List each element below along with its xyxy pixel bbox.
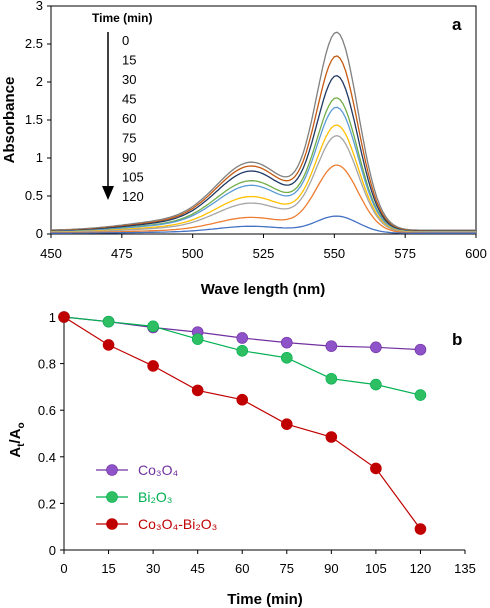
chart-b-ticks: 0 15 30 45 60 75 90 105 120 135 0 0.2 0.4 0.6 0.8 1 [38, 310, 476, 576]
chart-a-y-tick-label: 2 [36, 74, 43, 89]
chart-b-x-tick-label: 75 [280, 561, 294, 576]
chart-b-legend-swatch-marker [106, 518, 118, 530]
chart-a-y-tick-label: 1.5 [25, 112, 43, 127]
chart-b-series [58, 311, 427, 535]
chart-b-legend-label: Co₃O₄-Bi₂O₃ [138, 516, 217, 532]
chart-a-legend-entry: 15 [122, 53, 136, 68]
chart-b: 0 15 30 45 60 75 90 105 120 135 0 0.2 0.4 0.6 0.8 1 b C… [7, 310, 476, 608]
chart-a-x-axis-label: Wave length (nm) [201, 281, 325, 298]
chart-a-x-tick-label: 550 [323, 246, 345, 261]
chart-b-data-point-series-3 [147, 360, 159, 372]
chart-b-y-tick-label: 1 [49, 310, 56, 325]
chart-a-series-line-0 [51, 31, 476, 231]
chart-b-x-tick-label: 90 [324, 561, 338, 576]
chart-a-legend-entry: 45 [122, 92, 136, 107]
chart-b-data-point-series-3 [325, 431, 338, 443]
chart-b-legend: Co₃O₄ Bi₂O₃ Co₃O₄-Bi₂O₃ [96, 462, 217, 532]
chart-a-series-line-30 [50, 75, 476, 232]
chart-a-y-tick-label: 3 [36, 0, 43, 13]
chart-a-legend: 0 15 30 45 60 75 90 105 120 [122, 33, 144, 204]
chart-b-data-point-series-3 [370, 462, 382, 475]
chart-b-data-point-series-2 [280, 351, 293, 364]
chart-a-legend-entry: 0 [122, 33, 129, 48]
chart-b-legend-label: Bi₂O₃ [138, 489, 172, 505]
chart-b-y-tick-label: 0.6 [38, 403, 56, 418]
chart-b-data-point-series-1 [325, 340, 338, 352]
chart-a-x-tick-label: 575 [394, 246, 416, 261]
chart-b-data-point-series-3 [102, 339, 115, 351]
chart-a-panel-label: a [452, 15, 462, 34]
chart-a-x-tick-label: 525 [253, 246, 275, 261]
chart-a-x-tick-label: 450 [40, 246, 62, 261]
chart-b-legend-swatch-marker [106, 464, 118, 476]
chart-a-legend-entry: 75 [122, 131, 136, 146]
chart-b-y-axis-label: At/Ao [7, 422, 27, 457]
chart-b-data-point-series-3 [414, 523, 427, 535]
chart-a-y-tick-label: 0.5 [25, 188, 43, 203]
chart-b-data-point-series-3 [58, 311, 70, 323]
chart-b-data-point-series-3 [280, 418, 293, 430]
chart-b-x-tick-label: 105 [365, 561, 387, 576]
chart-a-series [50, 31, 476, 234]
chart-b-x-tick-label: 45 [190, 561, 204, 576]
chart-b-legend-swatch-marker [106, 491, 118, 503]
chart-b-data-point-series-3 [236, 393, 249, 406]
chart-a-legend-entry: 30 [122, 72, 136, 87]
chart-b-y-tick-label: 0 [49, 543, 56, 558]
chart-b-y-tick-label: 0.2 [38, 496, 56, 511]
chart-a-y-tick-label: 1 [36, 150, 43, 165]
chart-b-data-point-series-1 [414, 343, 427, 356]
chart-b-y-tick-label: 0.8 [38, 357, 56, 372]
chart-b-x-tick-label: 30 [146, 561, 160, 576]
chart-b-legend-label: Co₃O₄ [138, 462, 178, 478]
chart-b-data-point-series-2 [102, 315, 115, 328]
chart-a-plot-frame [50, 5, 477, 235]
chart-a-legend-entry: 90 [122, 150, 136, 165]
chart-b-data-point-series-2 [147, 320, 159, 333]
chart-a-x-tick-label: 600 [465, 246, 487, 261]
chart-b-panel-label: b [452, 330, 462, 349]
chart-b-x-tick-label: 120 [410, 561, 432, 576]
chart-b-data-point-series-3 [191, 384, 204, 397]
chart-b-x-tick-label: 15 [101, 561, 115, 576]
chart-a-series-line-120 [51, 215, 476, 234]
chart-a-legend-entry: 60 [122, 111, 136, 126]
chart-b-y-tick-label: 0.4 [38, 450, 56, 465]
chart-a-x-tick-label: 475 [111, 246, 133, 261]
chart-a-y-axis-label: Absorbance [1, 77, 18, 164]
chart-b-x-axis-label: Time (min) [227, 591, 303, 608]
chart-b-x-tick-label: 0 [60, 561, 67, 576]
chart-b-data-point-series-2 [236, 344, 249, 357]
chart-b-data-point-series-1 [236, 332, 249, 344]
chart-a-y-tick-label: 0 [36, 226, 43, 241]
chart-b-data-point-series-1 [280, 336, 293, 349]
chart-b-data-point-series-2 [370, 378, 382, 391]
chart-b-data-point-series-2 [414, 389, 427, 401]
chart-a-legend-entry: 120 [122, 189, 144, 204]
chart-b-x-tick-label: 135 [454, 561, 476, 576]
chart-b-data-point-series-2 [325, 372, 338, 385]
chart-a-legend-entry: 105 [122, 170, 144, 185]
chart-a-legend-arrow [102, 32, 114, 200]
chart-b-data-point-series-2 [191, 333, 204, 345]
chart-a-legend-title: Time (min) [92, 11, 152, 25]
chart-b-data-point-series-1 [370, 341, 382, 354]
chart-a-y-tick-label: 2.5 [25, 36, 43, 51]
chart-a-series-line-75 [51, 124, 476, 233]
chart-b-x-tick-label: 60 [235, 561, 249, 576]
chart-a-x-tick-label: 500 [182, 246, 204, 261]
